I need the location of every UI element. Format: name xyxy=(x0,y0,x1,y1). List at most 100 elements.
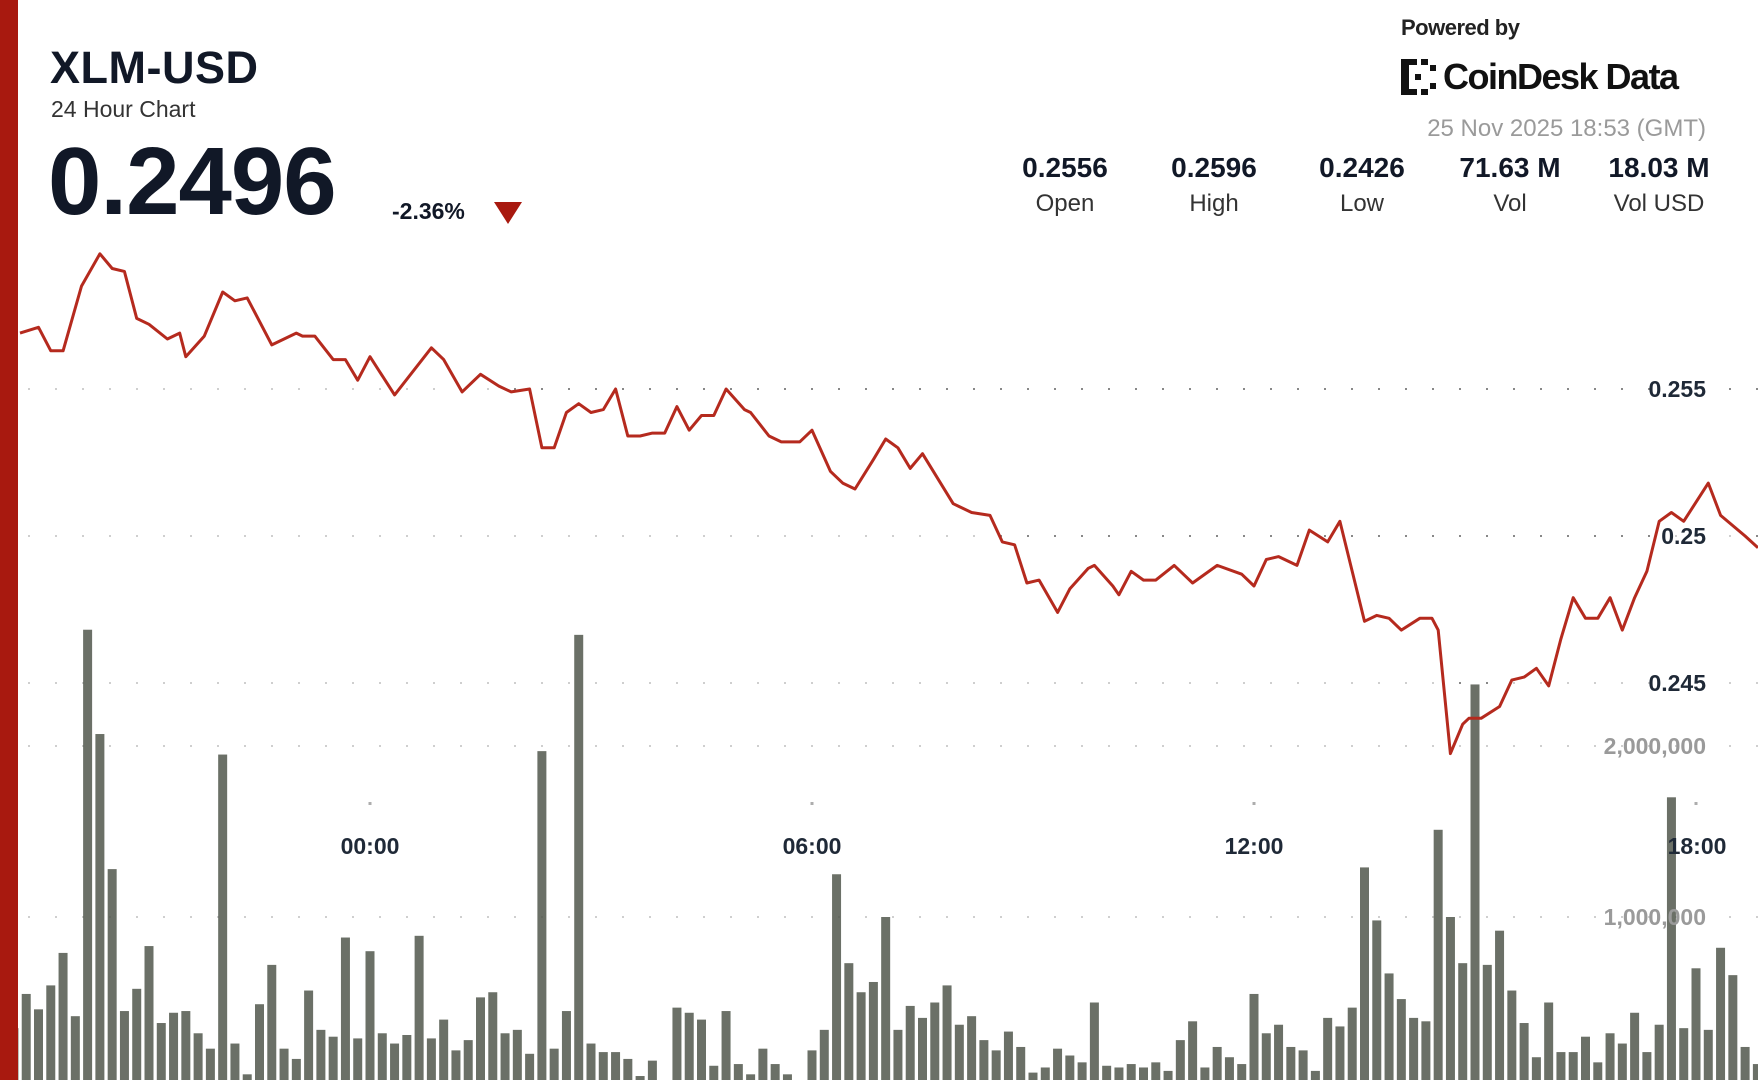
stat-value: 0.2596 xyxy=(1171,152,1257,183)
pair-symbol: XLM-USD xyxy=(50,42,259,93)
volume-bar xyxy=(1396,999,1406,1080)
volume-bar xyxy=(1053,1048,1063,1080)
volume-bar xyxy=(451,1050,461,1080)
volume-bar xyxy=(905,1005,915,1080)
stat-value: 0.2426 xyxy=(1319,152,1405,183)
volume-bar xyxy=(291,1058,301,1080)
volume-bar xyxy=(918,1017,927,1080)
volume-bar xyxy=(304,990,314,1080)
volume-bar xyxy=(1274,1024,1284,1080)
volume-bar xyxy=(512,1029,522,1080)
volume-bar xyxy=(365,951,375,1080)
volume-bar xyxy=(1703,1029,1713,1080)
volume-bar xyxy=(1372,920,1382,1080)
volume-bar xyxy=(46,985,56,1080)
volume-bar xyxy=(119,1011,129,1080)
time-tick-label: 00:00 xyxy=(341,833,400,859)
volume-bar xyxy=(500,1033,510,1080)
volume-bar xyxy=(377,1033,387,1080)
volume-bar xyxy=(1421,1021,1431,1080)
volume-bar xyxy=(1728,975,1738,1080)
volume-bar xyxy=(770,1064,780,1080)
volume-bar xyxy=(34,1009,43,1080)
stat-label: High xyxy=(1189,190,1239,217)
volume-bar xyxy=(1237,1064,1247,1080)
volume-bar xyxy=(598,1052,608,1080)
volume-bar xyxy=(1409,1017,1419,1080)
volume-bar xyxy=(1323,1017,1333,1080)
volume-bar xyxy=(930,1002,940,1080)
down-triangle-icon xyxy=(494,202,522,224)
volume-bar xyxy=(1691,968,1701,1080)
volume-bar xyxy=(1077,1062,1087,1080)
volume-tick-label: 1,000,000 xyxy=(1604,904,1706,930)
volume-bar xyxy=(549,1048,559,1080)
volume-bar xyxy=(402,1034,412,1080)
coindesk-logo: CoinDesk Data xyxy=(1401,56,1679,98)
volume-bar xyxy=(255,1004,264,1080)
volume-bar xyxy=(279,1048,289,1080)
time-tick-label: 18:00 xyxy=(1668,833,1727,859)
volume-bar xyxy=(868,981,878,1080)
accent-bar xyxy=(0,0,18,1080)
volume-bar xyxy=(1298,1050,1308,1080)
volume-bar xyxy=(1139,1067,1148,1080)
volume-bar xyxy=(611,1052,621,1080)
volume-bar xyxy=(1310,1070,1320,1080)
volume-bar xyxy=(574,634,584,1080)
price-line xyxy=(19,252,1758,756)
volume-bar xyxy=(844,963,854,1080)
stat-vol: 71.63 M Vol xyxy=(1440,152,1580,218)
volume-bar xyxy=(390,1043,400,1080)
volume-bar xyxy=(267,964,277,1080)
volume-bar xyxy=(353,1038,363,1080)
volume-bar xyxy=(181,1011,191,1080)
volume-bar xyxy=(21,993,31,1080)
volume-bar xyxy=(1605,1033,1615,1080)
volume-bar xyxy=(561,1011,571,1080)
volume-bar xyxy=(1212,1046,1222,1080)
stat-low: 0.2426 Low xyxy=(1292,152,1432,218)
volume-bar xyxy=(746,1074,756,1080)
volume-bar xyxy=(979,1040,989,1080)
volume-bar xyxy=(1114,1067,1124,1080)
volume-bar xyxy=(967,1016,977,1080)
volume-bar xyxy=(1581,1036,1590,1080)
volume-bar xyxy=(70,1016,80,1080)
volume-bar xyxy=(758,1048,768,1080)
volume-bars xyxy=(9,629,1758,1080)
volume-bar xyxy=(1752,1064,1758,1080)
volume-bar xyxy=(1384,973,1394,1080)
volume-bar xyxy=(1470,684,1480,1080)
volume-bar xyxy=(1544,1002,1554,1080)
volume-bar xyxy=(1519,1023,1529,1080)
volume-bar xyxy=(242,1074,252,1080)
volume-bar xyxy=(893,1029,903,1080)
volume-bar xyxy=(1175,1040,1185,1080)
volume-bar xyxy=(1261,1033,1271,1080)
volume-bar xyxy=(1249,993,1259,1080)
volume-bar xyxy=(1617,1043,1627,1080)
price-tick-label: 0.25 xyxy=(1661,523,1706,549)
volume-tick-label: 2,000,000 xyxy=(1604,733,1706,759)
volume-bar xyxy=(1126,1064,1136,1080)
volume-bar xyxy=(1593,1062,1603,1080)
volume-bar xyxy=(1347,1007,1357,1080)
volume-bar xyxy=(881,917,891,1080)
volume-bar xyxy=(107,869,117,1080)
volume-bar xyxy=(782,1074,792,1080)
brand-name: CoinDesk Data xyxy=(1443,56,1679,97)
volume-bar xyxy=(1740,1046,1750,1080)
price-change: -2.36% xyxy=(392,198,465,224)
stat-label: Open xyxy=(1035,190,1095,217)
volume-bar xyxy=(1445,917,1455,1080)
volume-bar xyxy=(1016,1046,1026,1080)
volume-bar xyxy=(95,734,105,1080)
volume-bar xyxy=(1679,1028,1689,1080)
volume-bar xyxy=(1102,1065,1112,1080)
price-area-fill xyxy=(20,253,1758,1080)
stat-label: Low xyxy=(1339,190,1385,217)
axis-labels: 0.255 0.25 0.245 2,000,000 1,000,000 00:… xyxy=(341,376,1727,930)
volume-bar xyxy=(1089,1002,1099,1080)
